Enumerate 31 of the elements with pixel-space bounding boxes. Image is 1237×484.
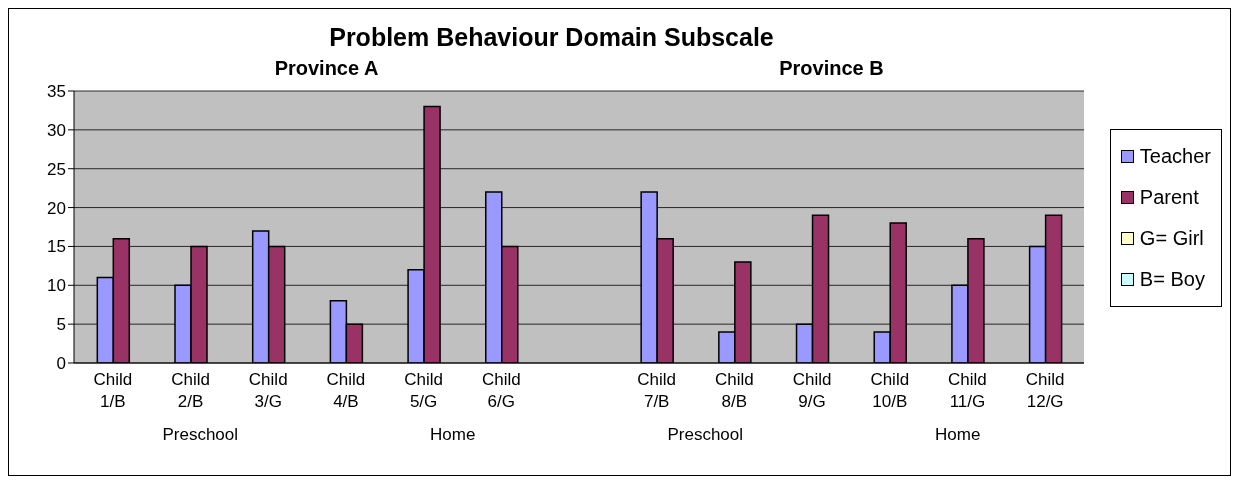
legend-label: Teacher xyxy=(1138,144,1211,169)
x-tick-label: Child 2/B xyxy=(171,370,210,411)
y-tick-label: 30 xyxy=(47,120,66,140)
text: Home xyxy=(934,425,982,446)
text: Province B xyxy=(778,57,885,81)
legend-label: Parent xyxy=(1138,185,1200,210)
x-tick-label: Child 4/B xyxy=(326,370,366,411)
y-tick-label: 5 xyxy=(56,315,66,335)
legend-label: G= Girl xyxy=(1138,226,1205,251)
text: Preschool xyxy=(161,425,240,446)
chart-title: Problem Behaviour Domain Subscale xyxy=(328,22,775,53)
text: Home xyxy=(429,425,477,446)
x-tick-label: Child 7/B xyxy=(637,370,677,411)
y-tick-label: 15 xyxy=(47,237,66,257)
x-tick-label: Child 1/B xyxy=(93,370,133,411)
y-tick-label: 20 xyxy=(47,198,66,218)
text: Province A xyxy=(273,57,380,81)
y-tick-label: 0 xyxy=(56,354,66,374)
x-tick-label: Child 8/B xyxy=(715,370,754,411)
x-tick-label: Child 9/G xyxy=(792,370,832,411)
x-tick-label: Child 6/G xyxy=(481,370,521,411)
y-tick-label: 25 xyxy=(47,159,66,179)
x-tick-label: Child 3/G xyxy=(248,370,288,411)
y-tick-label: 10 xyxy=(47,276,66,296)
x-tick-label: Child 10/B xyxy=(870,370,910,411)
x-tick-label: Child 11/G xyxy=(948,370,987,411)
text: Preschool xyxy=(666,425,745,446)
y-tick-label: 35 xyxy=(47,82,66,102)
x-tick-label: Child 12/G xyxy=(1025,370,1065,411)
x-tick-label: Child 5/G xyxy=(404,370,443,411)
legend-label: B= Boy xyxy=(1138,267,1206,292)
